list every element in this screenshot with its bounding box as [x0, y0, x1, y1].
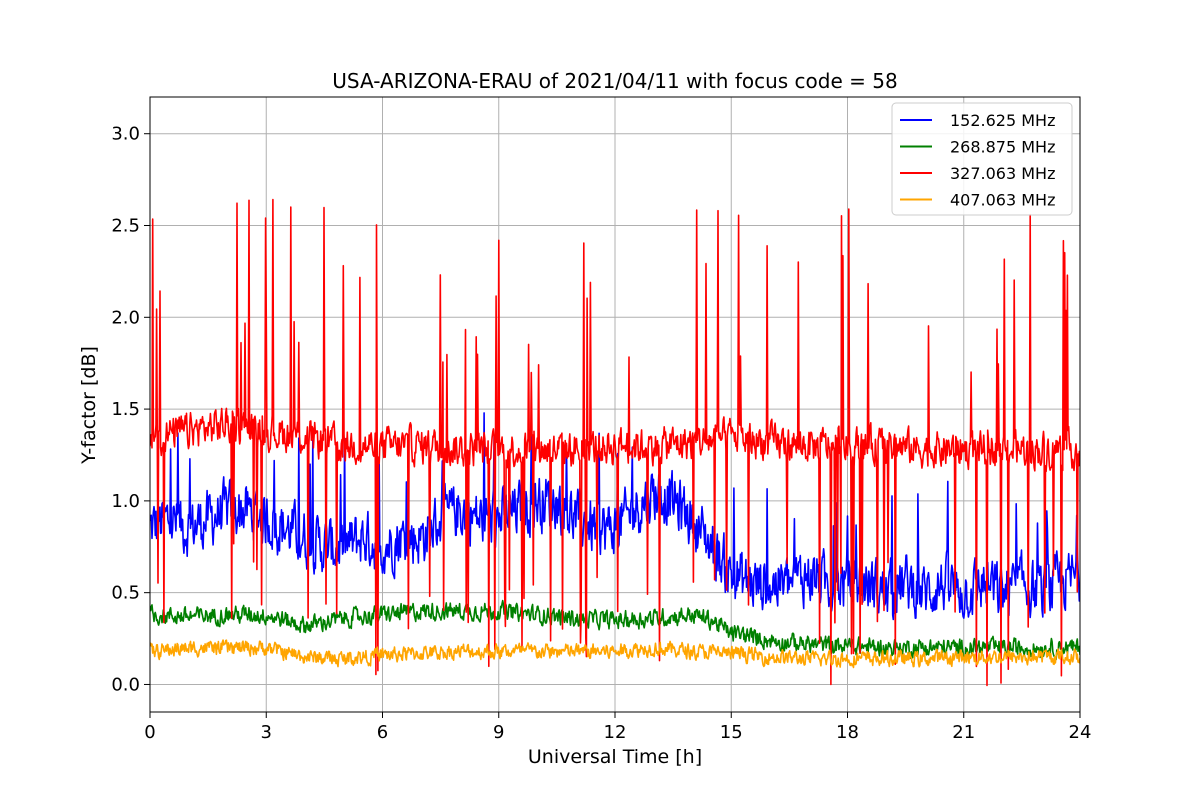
axis-ticks: 0 3 6 9 12 15 18 21 24 0.0 0.5 1.0 1.5 2.0 2.5 3.0	[111, 124, 1091, 743]
x-tick-label: 18	[836, 722, 859, 743]
y-tick-label: 1.0	[111, 491, 140, 512]
x-tick-label: 12	[604, 722, 627, 743]
x-tick-label: 3	[261, 722, 272, 743]
y-tick-label: 2.5	[111, 216, 140, 237]
x-tick-label: 24	[1069, 722, 1092, 743]
x-axis-label: Universal Time [h]	[528, 746, 702, 768]
x-tick-label: 9	[493, 722, 504, 743]
y-tick-label: 2.0	[111, 307, 140, 328]
y-tick-label: 3.0	[111, 124, 140, 145]
legend-box	[891, 102, 1073, 216]
legend-label: 268.875 MHz	[950, 138, 1055, 157]
series-line	[150, 639, 1080, 669]
series-line	[150, 412, 1080, 621]
legend: 152.625 MHz 268.875 MHz 327.063 MHz 407.063…	[891, 102, 1073, 216]
y-tick-label: 0.5	[111, 583, 140, 604]
x-tick-label: 0	[144, 722, 155, 743]
y-tick-label: 1.5	[111, 399, 140, 420]
x-tick-label: 6	[377, 722, 388, 743]
legend-label: 407.063 MHz	[950, 191, 1055, 210]
plot-area	[150, 198, 1080, 687]
series-line	[150, 599, 1080, 661]
x-tick-label: 21	[952, 722, 975, 743]
legend-label: 152.625 MHz	[950, 111, 1055, 130]
x-tick-label: 15	[720, 722, 743, 743]
y-axis-label: Y-factor [dB]	[78, 346, 100, 465]
chart-title: USA-ARIZONA-ERAU of 2021/04/11 with focu…	[332, 69, 897, 93]
legend-label: 327.063 MHz	[950, 164, 1055, 183]
y-tick-label: 0.0	[111, 674, 140, 695]
series-line	[150, 198, 1080, 687]
